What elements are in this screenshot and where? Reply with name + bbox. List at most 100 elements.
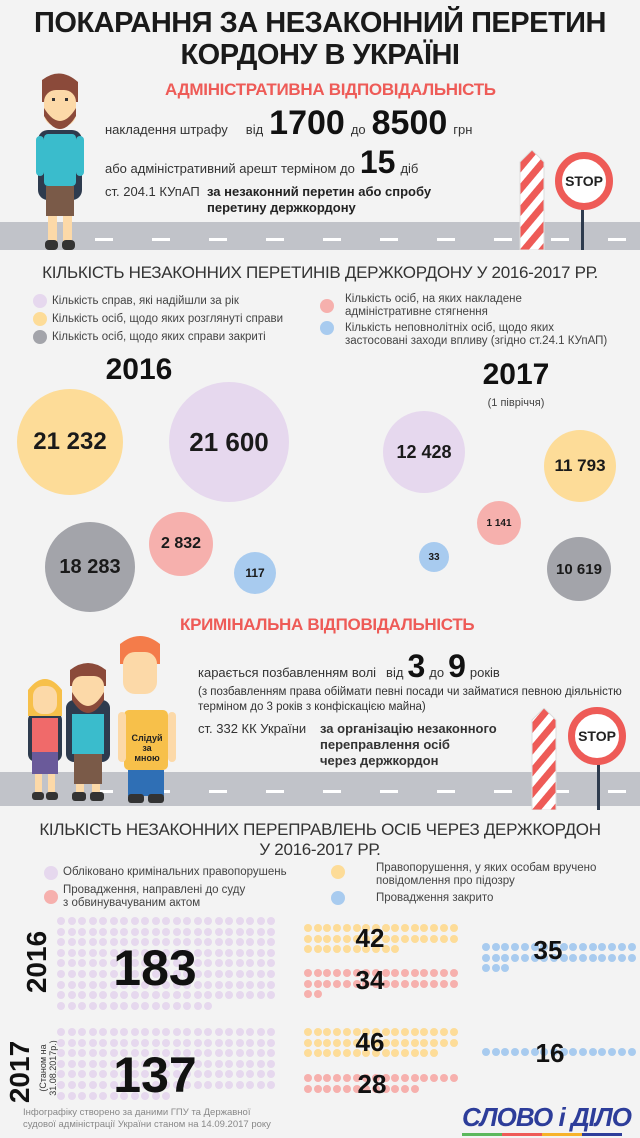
dot-2016-registered <box>151 970 160 978</box>
dot-2016-registered <box>141 917 149 925</box>
dot-2016-registered <box>57 948 65 957</box>
dot-2017-registered <box>141 1091 149 1100</box>
dot-2016-registered <box>225 938 233 947</box>
smuggling-title-1: КІЛЬКІСТЬ НЕЗАКОННИХ ПЕРЕПРАВЛЕНЬ ОСІБ Ч… <box>39 820 601 839</box>
dot-2017-registered <box>67 1028 76 1036</box>
dot-2016-to_court <box>381 969 390 977</box>
prison-to: до <box>429 665 445 680</box>
dot-2017-registered <box>204 1028 212 1036</box>
shirt-text-3: мною <box>134 753 160 763</box>
crossings-chart-title: КІЛЬКІСТЬ НЕЗАКОННИХ ПЕРЕТИНІВ ДЕРЖКОРДО… <box>42 263 598 282</box>
dot-2017-registered <box>130 1081 139 1089</box>
dot-2016-registered <box>120 917 128 925</box>
value-2017-closed: 16 <box>535 1038 565 1068</box>
dot-2017-registered <box>120 1028 128 1036</box>
dot-2017-registered <box>235 1081 244 1089</box>
dot-2016-registered <box>78 917 86 925</box>
dot-2016-registered <box>141 980 149 989</box>
dot-2017-registered <box>246 1070 254 1079</box>
dot-2016-registered <box>99 938 107 947</box>
dot-2017-registered <box>172 1070 181 1079</box>
legend-suspicion-1: Правопорушення, у яких особам вручено <box>376 862 597 874</box>
dot-2017-to_court <box>333 1084 342 1093</box>
dot-2017-registered <box>120 1049 128 1058</box>
dot-2017-registered <box>235 1028 244 1036</box>
dot-2016-registered <box>204 917 212 925</box>
dot-2017-closed <box>520 1048 529 1056</box>
dot-2016-registered <box>256 970 265 978</box>
dot-2016-registered <box>204 948 212 957</box>
dot-2017-registered <box>204 1081 212 1089</box>
dot-2017-registered <box>57 1028 65 1036</box>
dot-2016-registered <box>172 917 181 925</box>
dot-2016-suspicion <box>304 934 312 943</box>
dot-2016-registered <box>214 938 223 947</box>
dot-2017-registered <box>267 1059 275 1068</box>
dot-2016-registered <box>120 959 128 968</box>
dot-2016-registered <box>267 980 275 989</box>
dot-2016-suspicion <box>333 934 342 943</box>
year-label-2017-b: 2017 <box>4 1040 35 1104</box>
dot-2017-registered <box>88 1059 97 1068</box>
dot-2016-to_court <box>313 969 322 977</box>
criminal-note-1: (з позбавленням права обіймати певні пос… <box>198 686 622 698</box>
dot-2017-to_court <box>401 1074 409 1082</box>
dot-2016-closed <box>627 953 636 962</box>
dot-2017-suspicion <box>410 1028 419 1036</box>
dot-2016-registered <box>172 991 181 1000</box>
source-note-1: Інфографіку створено за даними ГПУ та Де… <box>23 1107 251 1118</box>
dot-2016-registered <box>193 927 202 936</box>
legend-received: Кількість справ, які надійшли за рік <box>52 295 239 307</box>
value-2017-registered: 137 <box>113 1047 197 1103</box>
dot-2016-registered <box>225 980 233 989</box>
dot-2017-suspicion <box>401 1028 409 1036</box>
dot-2016-registered <box>235 970 244 978</box>
dot-2016-to_court <box>362 979 371 988</box>
bubble-2016-considered: 21 232 <box>17 389 123 495</box>
dot-2017-registered <box>99 1091 107 1100</box>
dot-2017-suspicion <box>304 1028 312 1036</box>
dot-2017-registered <box>246 1049 254 1058</box>
dot-2016-suspicion <box>439 924 448 932</box>
dot-2016-registered <box>256 991 265 1000</box>
shirt-text-1: Слідуй <box>131 733 163 743</box>
source-note-2: судової адміністрації України станом на … <box>23 1119 271 1130</box>
dot-2016-registered <box>246 938 254 947</box>
dot-2017-suspicion <box>430 1028 439 1036</box>
dot-2016-closed <box>588 953 597 962</box>
dot-2016-suspicion <box>420 924 429 932</box>
dot-2016-to_court <box>371 969 380 977</box>
dot-2017-suspicion <box>362 1028 371 1036</box>
fine-row: накладення штрафу від 1700 до 8500 грн <box>105 106 472 140</box>
dot-2016-registered <box>204 927 212 936</box>
dot-2016-to_court <box>313 979 322 988</box>
dot-2016-registered <box>120 1001 128 1010</box>
dot-2016-registered <box>109 959 118 968</box>
dot-2017-to_court <box>449 1074 458 1082</box>
value-2016-closed: 35 <box>533 935 563 965</box>
dot-2016-registered <box>267 959 275 968</box>
dot-2016-registered <box>151 959 160 968</box>
dot-2017-suspicion <box>381 1038 390 1047</box>
dot-2017-closed <box>608 1048 617 1056</box>
value-2016-to_court: 34 <box>355 965 385 995</box>
dot-2016-registered <box>193 959 202 968</box>
dot-2017-suspicion <box>333 1038 342 1047</box>
dot-2016-registered <box>78 959 86 968</box>
dot-2016-to_court <box>449 969 458 977</box>
dot-2016-registered <box>78 938 86 947</box>
dot-2016-suspicion <box>362 924 371 932</box>
dot-2017-to_court <box>362 1074 371 1082</box>
dot-2016-closed <box>549 953 558 962</box>
dot-2016-closed <box>491 964 500 972</box>
dot-2017-to_court <box>362 1084 371 1093</box>
dot-2016-registered <box>172 938 181 947</box>
dot-2017-registered <box>246 1038 254 1047</box>
dot-2016-registered <box>267 917 275 925</box>
dot-2017-registered <box>256 1038 265 1047</box>
dot-2016-registered <box>120 948 128 957</box>
dot-2016-to_court <box>391 979 400 988</box>
dot-2016-registered <box>57 917 65 925</box>
dot-2016-to_court <box>304 969 312 977</box>
dot-2017-registered <box>214 1038 223 1047</box>
